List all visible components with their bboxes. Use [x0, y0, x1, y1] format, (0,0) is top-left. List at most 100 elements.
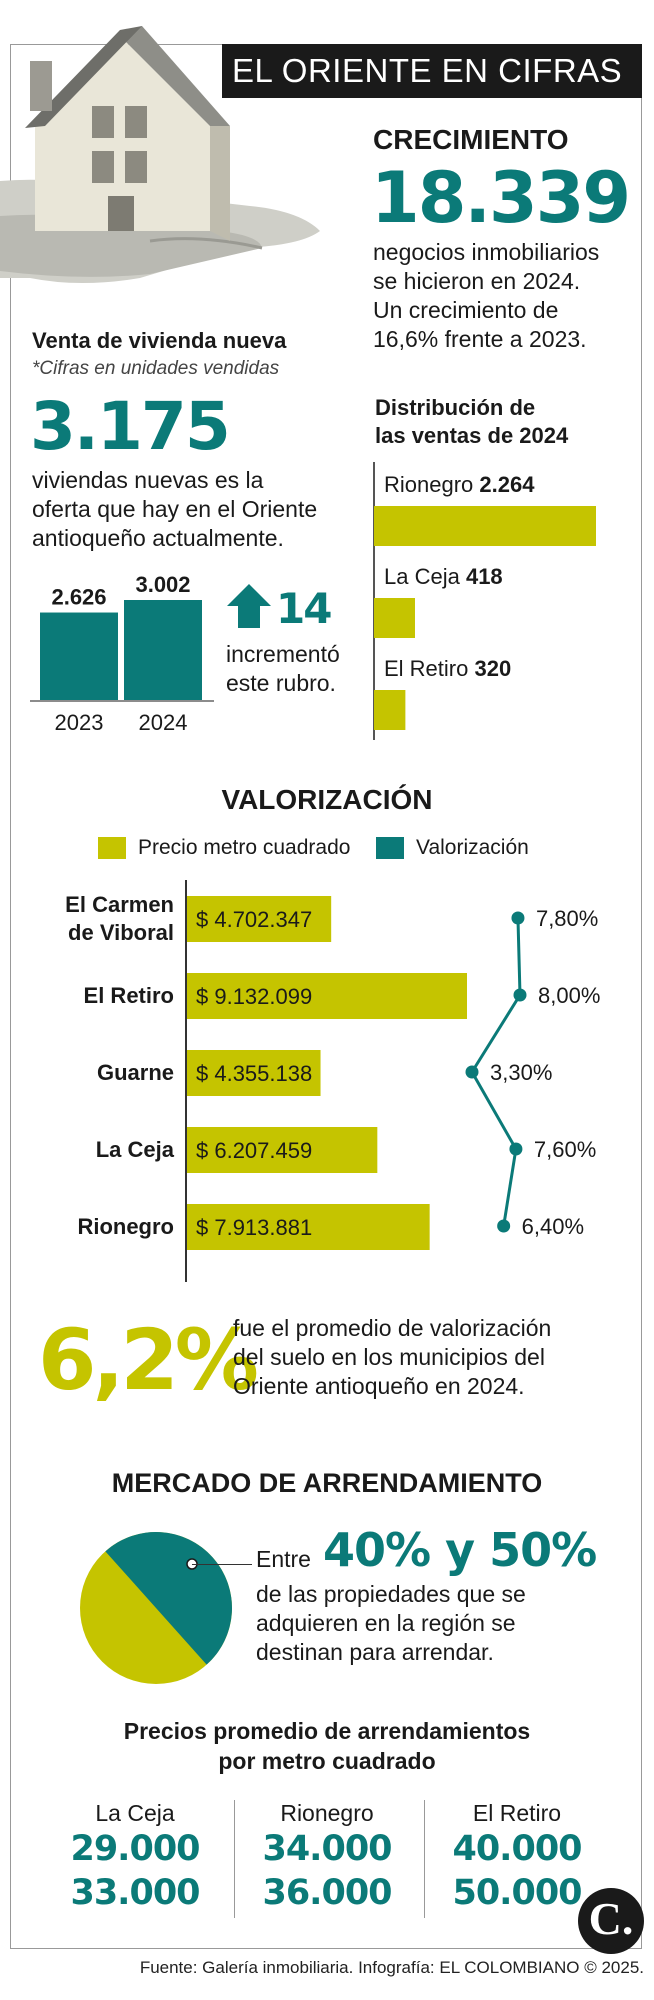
promedio-line: Oriente antioqueño en 2024.: [233, 1373, 525, 1399]
footer-source: Fuente: Galería inmobiliaria. Infografía…: [139, 1958, 644, 1977]
increase-text: incrementó este rubro.: [226, 640, 340, 698]
category-name: Rionegro: [384, 472, 479, 497]
city-name: La Ceja: [95, 1800, 175, 1826]
valorizacion-point: [509, 1142, 523, 1156]
promedio-text: fue el promedio de valorización del suel…: [233, 1314, 551, 1401]
crecimiento-line: se hicieron en 2024.: [373, 268, 581, 294]
category-value: 418: [466, 564, 503, 589]
bar-value-label: 3.002: [135, 572, 190, 597]
crecimiento-line: negocios inmobiliarios: [373, 239, 600, 265]
category-name: El Retiro: [384, 656, 474, 681]
vivienda-note: *Cifras en unidades vendidas: [32, 358, 280, 379]
valorizacion-point: [465, 1065, 479, 1079]
distribucion-label: La Ceja 418: [384, 564, 503, 589]
legend-label-precio: Precio metro cuadrado: [138, 836, 351, 859]
city-column-la-ceja: La Ceja 29.000 33.000: [40, 1800, 230, 1915]
city-name: Rionegro: [280, 1800, 374, 1826]
promedio-line: del suelo en los municipios del: [233, 1344, 545, 1370]
category-name: La Ceja: [384, 564, 466, 589]
bar-rionegro: [374, 506, 596, 546]
price-label: $ 4.355.138: [196, 1061, 312, 1086]
price-bar: [187, 1127, 378, 1173]
distribucion-label: Rionegro 2.264: [384, 472, 535, 497]
vivienda-text: viviendas nuevas es la oferta que hay en…: [32, 466, 317, 553]
valorizacion-label: 6,40%: [522, 1214, 584, 1239]
city-column-rionegro: Rionegro 34.000 36.000: [232, 1800, 422, 1915]
price-label: $ 4.702.347: [196, 907, 312, 932]
bar-2024: [124, 600, 202, 700]
bar-2023: [40, 612, 118, 700]
price-label: $ 6.207.459: [196, 1138, 312, 1163]
distribucion-bar-chart: Rionegro 2.264 La Ceja 418 El Retiro 320: [373, 462, 596, 740]
legend-swatch-valorizacion: [376, 837, 404, 859]
crecimiento-line: 16,6% frente a 2023.: [373, 326, 587, 352]
distribucion-heading: Distribución de las ventas de 2024: [375, 394, 568, 450]
price-label: $ 7.913.881: [196, 1215, 312, 1240]
bar-la-ceja: [374, 598, 415, 638]
precios-heading: Precios promedio de arrendamientos por m…: [0, 1716, 654, 1776]
category-value: 320: [474, 656, 511, 681]
column-divider: [234, 1800, 235, 1918]
crecimiento-text: negocios inmobiliarios se hicieron en 20…: [373, 238, 599, 354]
price-bar: [187, 973, 467, 1019]
legend-swatch-precio: [98, 837, 126, 859]
arrendamiento-line: destinan para arrendar.: [256, 1639, 494, 1665]
city-price-high: 50.000: [452, 1873, 582, 1913]
valorizacion-chart: El Carmen de Viboral $ 4.702.347 El Retiro $…: [65, 880, 600, 1282]
category-label: de Viboral: [68, 920, 174, 945]
city-name: El Retiro: [472, 1800, 562, 1826]
increase-line: este rubro.: [226, 670, 336, 696]
vivienda-heading: Venta de vivienda nueva: [32, 328, 287, 353]
bar-el-retiro: [374, 690, 406, 730]
city-price-low: 34.000: [262, 1829, 392, 1869]
arrendamiento-text: de las propiedades que se adquieren en l…: [256, 1580, 526, 1667]
increase-line: incrementó: [226, 641, 340, 667]
arrendamiento-heading: MERCADO DE ARRENDAMIENTO: [111, 1468, 543, 1498]
city-column-el-retiro: El Retiro 40.000 50.000: [422, 1800, 612, 1915]
price-bar: [187, 896, 332, 942]
city-price-high: 36.000: [262, 1873, 392, 1913]
arrendamiento-line: adquieren en la región se: [256, 1610, 516, 1636]
column-divider: [424, 1800, 425, 1918]
precios-heading-line: por metro cuadrado: [218, 1748, 436, 1774]
pie-leader-line: [192, 1564, 252, 1565]
category-label: El Retiro: [84, 983, 174, 1008]
promedio-line: fue el promedio de valorización: [233, 1315, 552, 1341]
city-price-low: 40.000: [452, 1829, 582, 1869]
header-bar: [222, 44, 642, 98]
valorizacion-heading: VALORIZACIÓN: [221, 784, 433, 815]
category-label: La Ceja: [96, 1137, 175, 1162]
vivienda-value: 3.175: [30, 388, 231, 465]
valorizacion-label: 8,00%: [538, 983, 600, 1008]
promedio-value: 6,2%: [38, 1311, 259, 1409]
arrendamiento-line: de las propiedades que se: [256, 1581, 526, 1607]
city-price-high: 33.000: [70, 1873, 200, 1913]
valorizacion-label: 3,30%: [490, 1060, 552, 1085]
arrendamiento-pie-chart: [80, 1532, 232, 1684]
x-tick-label: 2024: [139, 710, 188, 735]
crecimiento-line: Un crecimiento de: [373, 297, 559, 323]
el-colombiano-logo: C.: [578, 1888, 644, 1954]
arrendamiento-range: 40% y 50%: [323, 1523, 597, 1577]
valorizacion-point: [511, 911, 525, 925]
bar-value-label: 2.626: [51, 585, 106, 610]
vivienda-line: viviendas nuevas es la: [32, 467, 264, 493]
x-tick-label: 2023: [55, 710, 104, 735]
city-price-low: 29.000: [70, 1829, 200, 1869]
price-label: $ 9.132.099: [196, 984, 312, 1009]
vivienda-line: antioqueño actualmente.: [32, 525, 284, 551]
vivienda-line: oferta que hay en el Oriente: [32, 496, 318, 522]
valorizacion-label: 7,60%: [534, 1137, 596, 1162]
price-bar: [187, 1050, 321, 1096]
house-in-hand-illustration: [0, 26, 320, 283]
category-value: 2.264: [479, 472, 535, 497]
page-title: EL ORIENTE EN CIFRAS: [232, 52, 623, 89]
vivienda-bar-chart: 2.626 2023 3.002 2024: [30, 572, 214, 735]
logo-letter: C.: [588, 1893, 634, 1944]
category-label: Rionegro: [77, 1214, 174, 1239]
valorizacion-point: [513, 988, 527, 1002]
distribucion-heading-line: Distribución de: [375, 395, 536, 420]
category-label: Guarne: [97, 1060, 174, 1085]
arrendamiento-entre: Entre: [256, 1546, 311, 1572]
crecimiento-value: 18.339: [371, 157, 631, 239]
